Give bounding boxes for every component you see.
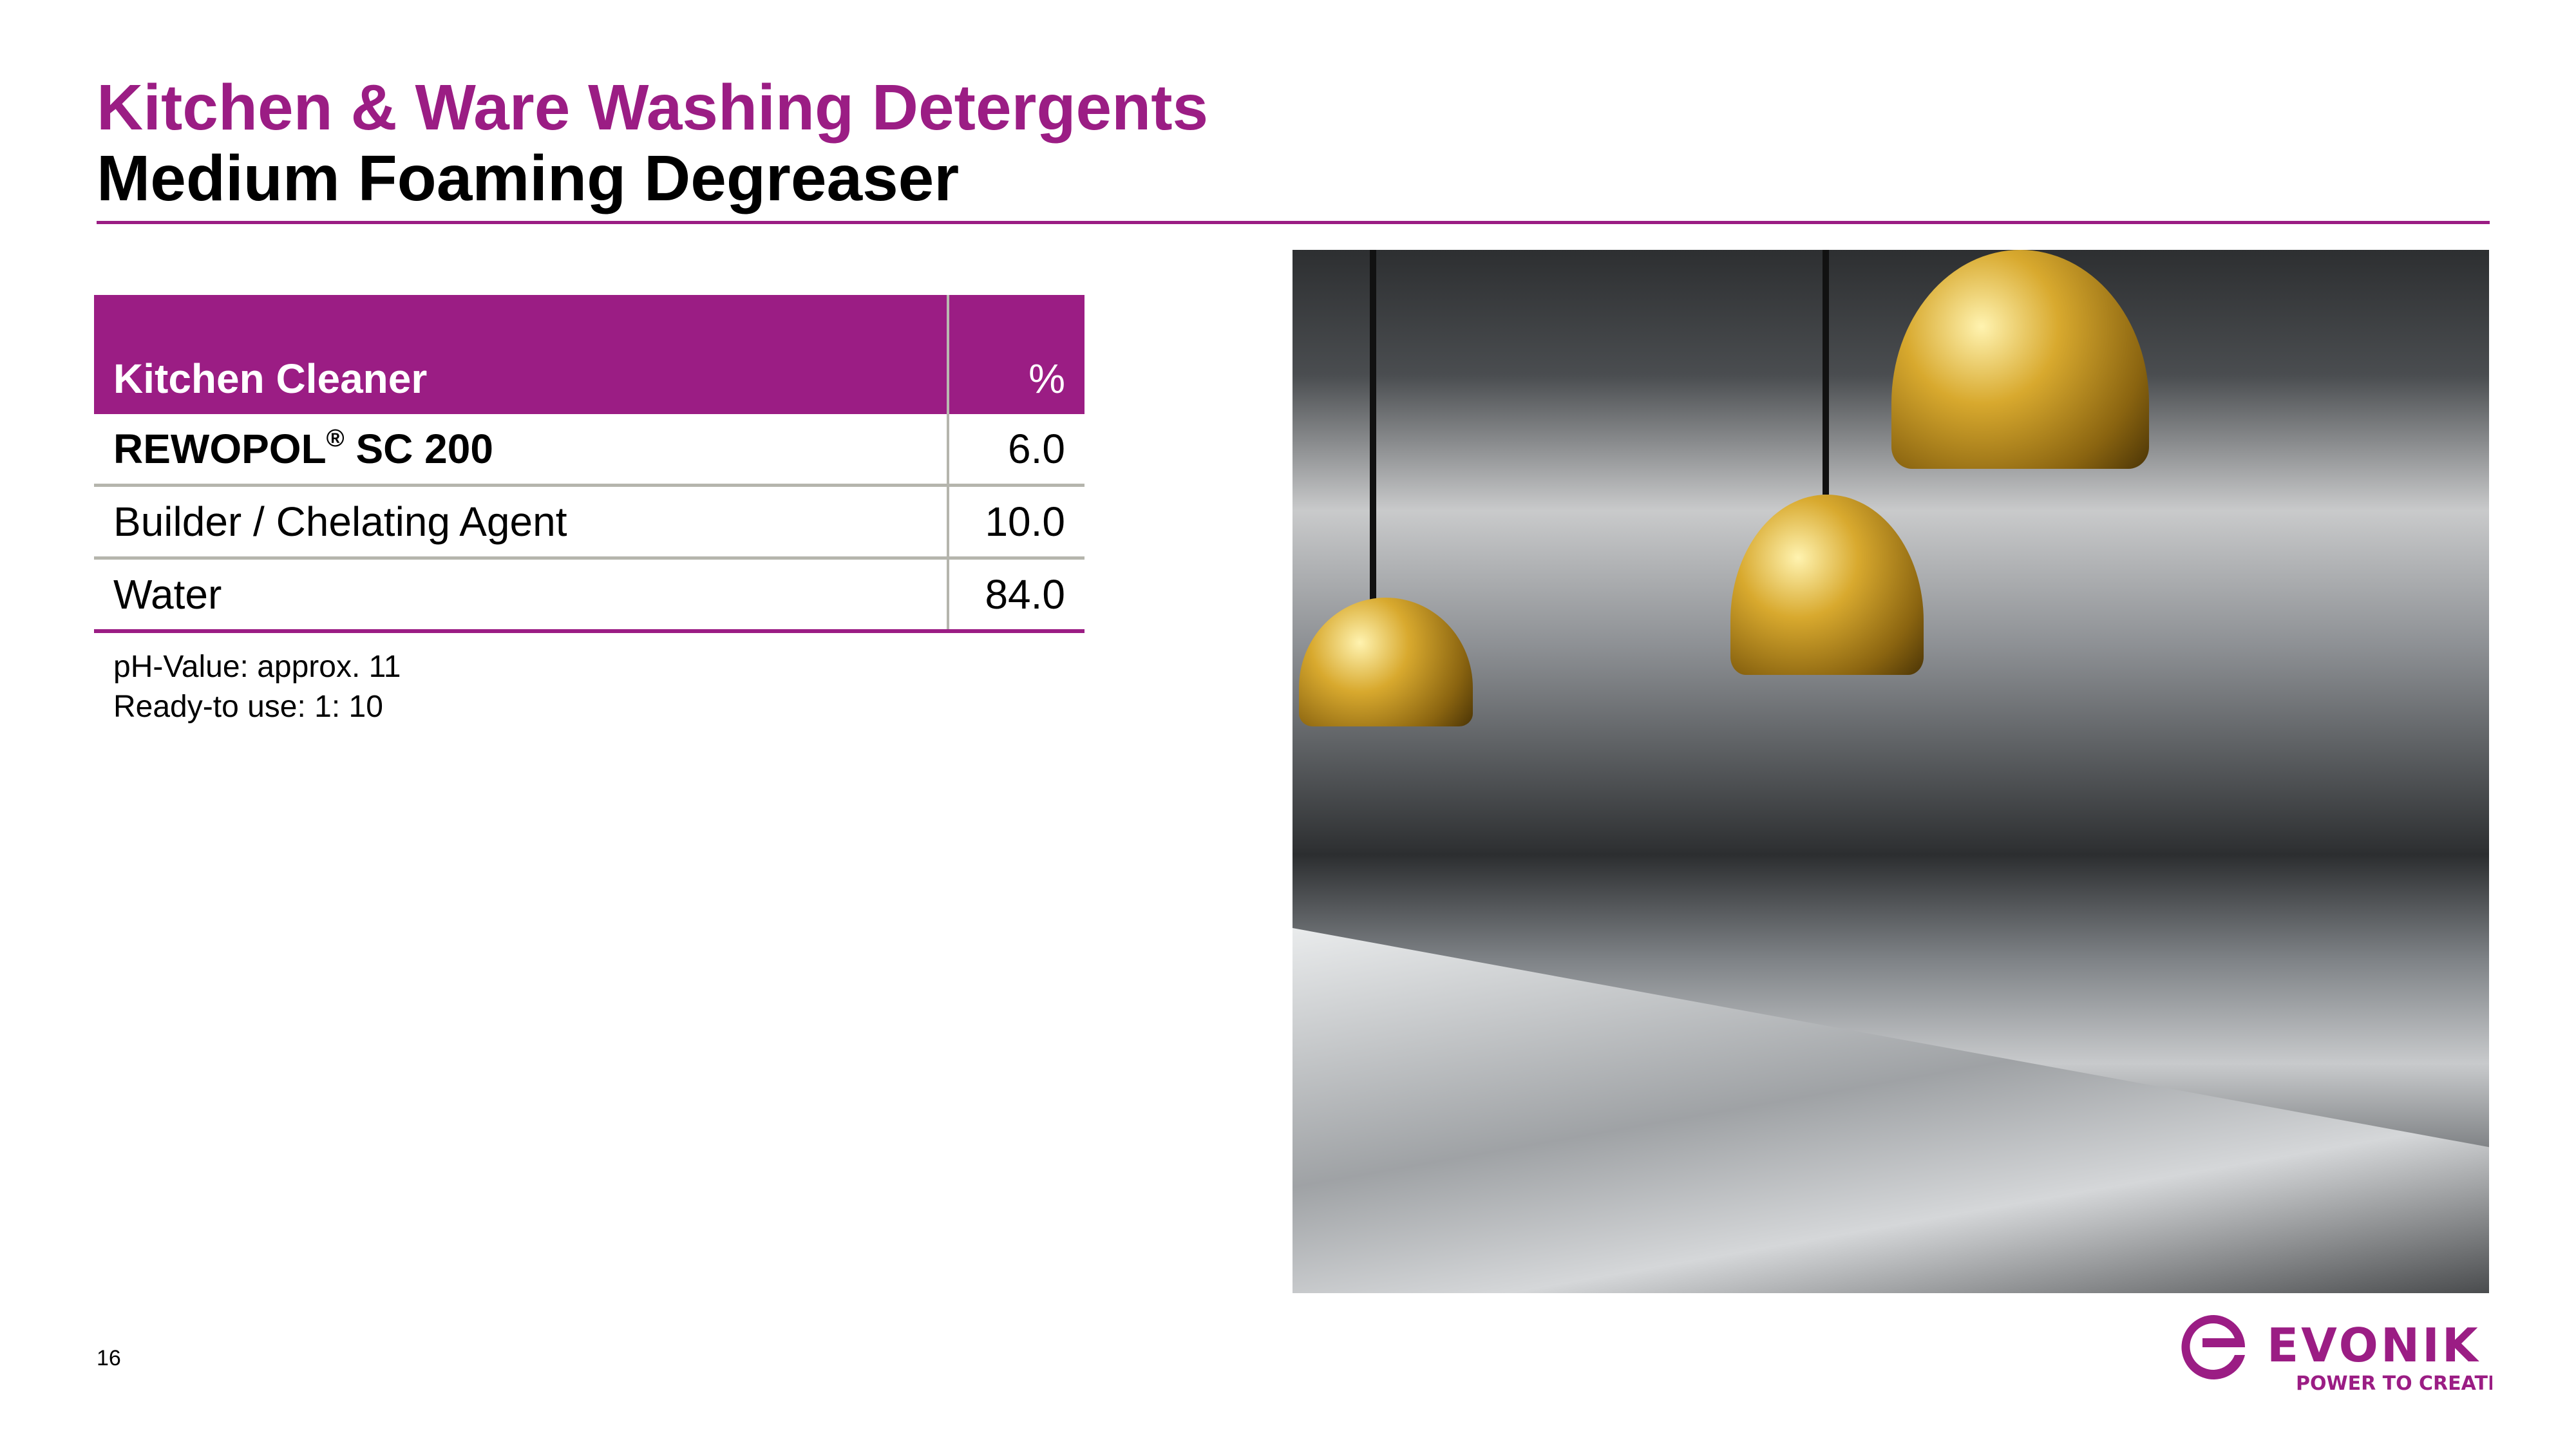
kitchen-photo bbox=[1293, 250, 2489, 1293]
ph-value-note: pH-Value: approx. 11 bbox=[113, 650, 401, 684]
evonik-logo: EVONIK POWER TO CREATE bbox=[2181, 1314, 2492, 1395]
ingredient-grade: SC 200 bbox=[344, 426, 493, 472]
column-header-ingredient: Kitchen Cleaner bbox=[94, 295, 948, 414]
ingredient-name: Water bbox=[94, 558, 948, 633]
page-number: 16 bbox=[97, 1346, 121, 1370]
table-row: Water 84.0 bbox=[94, 558, 1084, 633]
heat-lamp bbox=[1299, 598, 1473, 726]
ingredient-percent: 10.0 bbox=[947, 485, 1084, 560]
dilution-note: Ready-to use: 1: 10 bbox=[113, 690, 383, 724]
ingredient-percent: 84.0 bbox=[947, 558, 1084, 633]
table-row: REWOPOL® SC 200 6.0 bbox=[94, 414, 1084, 487]
svg-text:EVONIK: EVONIK bbox=[2267, 1318, 2481, 1372]
svg-text:POWER TO CREATE: POWER TO CREATE bbox=[2296, 1372, 2492, 1395]
formulation-notes: pH-Value: approx. 11 Ready-to use: 1: 10 bbox=[113, 647, 401, 727]
lamp-cord bbox=[1823, 250, 1829, 495]
ingredient-brand: REWOPOL bbox=[113, 426, 327, 472]
formulation-table: Kitchen Cleaner % REWOPOL® SC 200 6.0 Bu… bbox=[94, 295, 1084, 633]
ingredient-percent: 6.0 bbox=[947, 414, 1084, 487]
ingredient-name: Builder / Chelating Agent bbox=[94, 485, 948, 560]
table-header-row: Kitchen Cleaner % bbox=[94, 295, 1084, 414]
slide-title: Kitchen & Ware Washing Detergents bbox=[97, 71, 1209, 144]
slide-subtitle: Medium Foaming Degreaser bbox=[97, 142, 960, 214]
lamp-cord bbox=[1370, 250, 1376, 611]
table-row: Builder / Chelating Agent 10.0 bbox=[94, 485, 1084, 560]
heat-lamp bbox=[1891, 250, 2149, 469]
column-header-percent: % bbox=[947, 295, 1084, 414]
registered-mark: ® bbox=[326, 425, 345, 452]
heat-lamp bbox=[1730, 495, 1924, 675]
ingredient-name: REWOPOL® SC 200 bbox=[94, 414, 948, 487]
steel-counter bbox=[1293, 928, 2489, 1293]
title-divider bbox=[97, 221, 2490, 224]
